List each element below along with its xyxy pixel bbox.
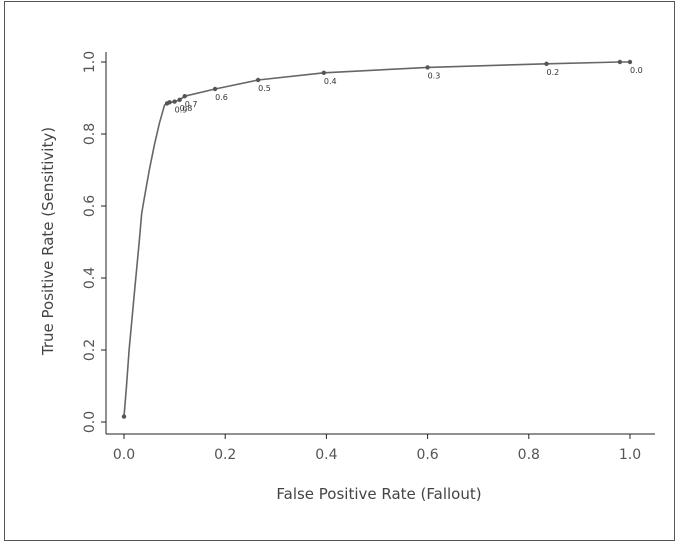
chart-frame [4,1,675,541]
y-tick-label: 0.6 [82,195,98,217]
y-tick-label: 0.2 [82,339,98,361]
threshold-point [212,86,218,92]
x-tick-label: 0.0 [113,447,135,463]
threshold-point [627,59,633,65]
threshold-point [321,70,327,76]
threshold-label: 0.9 [175,106,188,115]
roc-curve [123,61,630,417]
threshold-label: 0.2 [547,68,560,77]
x-tick-label: 0.6 [416,447,438,463]
y-tick-label: 0.4 [82,267,98,289]
x-axis-title: False Positive Rate (Fallout) [276,485,481,503]
roc-series-line [123,61,630,417]
threshold-markers: 0.90.80.7 0.6 0.5 0.4 0.3 0.2 0.0 [121,59,643,419]
threshold-label: 0.3 [428,71,441,80]
x-ticks: 0.0 0.2 0.4 0.6 0.8 1.0 [113,434,641,463]
threshold-point [544,61,549,66]
y-tick-label: 0.0 [82,411,98,433]
y-tick-label: 0.8 [82,123,98,145]
y-ticks: 0.0 0.2 0.4 0.6 0.8 1.0 [82,51,106,433]
threshold-point [182,94,187,99]
threshold-point [255,77,261,83]
threshold-point [167,100,172,105]
y-axis-title: True Positive Rate (Sensitivity) [39,127,57,356]
threshold-label: 0.4 [324,77,337,86]
threshold-label: 0.7 [185,100,198,109]
threshold-label: 0.0 [630,66,643,75]
x-tick-label: 1.0 [619,447,641,463]
threshold-label: 0.5 [258,84,271,93]
x-tick-label: 0.4 [315,447,337,463]
threshold-label: 0.8 [180,104,193,113]
x-tick-label: 0.8 [518,447,540,463]
threshold-point [172,99,177,104]
threshold-point [121,414,127,419]
y-tick-label: 1.0 [82,51,98,73]
threshold-point [177,97,182,103]
threshold-label: 0.6 [215,93,228,102]
x-tick-label: 0.2 [214,447,236,463]
threshold-point [617,59,623,65]
axes [105,52,655,435]
threshold-point [425,65,430,70]
